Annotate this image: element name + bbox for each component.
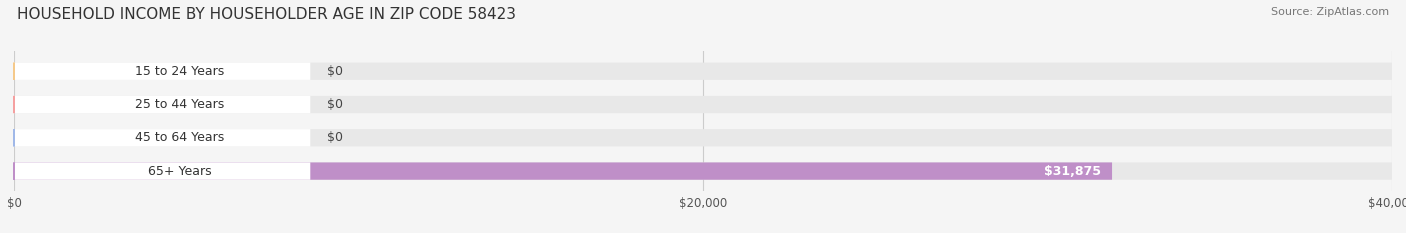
Text: $0: $0 bbox=[326, 98, 343, 111]
FancyBboxPatch shape bbox=[14, 162, 311, 180]
Text: HOUSEHOLD INCOME BY HOUSEHOLDER AGE IN ZIP CODE 58423: HOUSEHOLD INCOME BY HOUSEHOLDER AGE IN Z… bbox=[17, 7, 516, 22]
Text: $0: $0 bbox=[326, 65, 343, 78]
FancyBboxPatch shape bbox=[14, 162, 1392, 180]
Text: 65+ Years: 65+ Years bbox=[148, 164, 212, 178]
FancyBboxPatch shape bbox=[14, 96, 1392, 113]
FancyBboxPatch shape bbox=[14, 129, 311, 147]
FancyBboxPatch shape bbox=[14, 96, 311, 113]
Text: $0: $0 bbox=[326, 131, 343, 144]
Text: 45 to 64 Years: 45 to 64 Years bbox=[135, 131, 225, 144]
Text: Source: ZipAtlas.com: Source: ZipAtlas.com bbox=[1271, 7, 1389, 17]
FancyBboxPatch shape bbox=[14, 63, 1392, 80]
FancyBboxPatch shape bbox=[14, 129, 1392, 147]
FancyBboxPatch shape bbox=[14, 162, 1112, 180]
FancyBboxPatch shape bbox=[14, 63, 311, 80]
Text: 15 to 24 Years: 15 to 24 Years bbox=[135, 65, 225, 78]
Text: $31,875: $31,875 bbox=[1045, 164, 1101, 178]
Text: 25 to 44 Years: 25 to 44 Years bbox=[135, 98, 225, 111]
